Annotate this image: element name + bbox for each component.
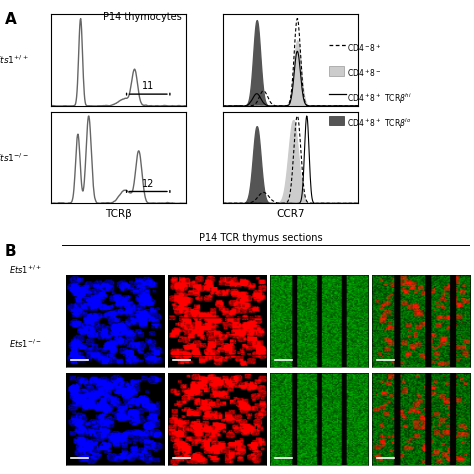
Text: P14 thymocytes: P14 thymocytes (103, 12, 182, 22)
Y-axis label: $Ets1^{-/-}$: $Ets1^{-/-}$ (0, 151, 29, 164)
Text: P14 TCR thymus sections: P14 TCR thymus sections (199, 233, 322, 243)
Text: B: B (5, 244, 17, 259)
X-axis label: TCRβ: TCRβ (105, 209, 132, 219)
X-axis label: CCR7: CCR7 (276, 209, 305, 219)
Y-axis label: $Ets1^{+/+}$: $Ets1^{+/+}$ (0, 54, 29, 66)
Text: CD4$^-$8$^+$: CD4$^-$8$^+$ (347, 43, 383, 55)
Text: 12: 12 (142, 179, 155, 189)
Text: $Ets1^{+/+}$: $Ets1^{+/+}$ (9, 264, 42, 276)
Text: CD4$^+$8$^+$ TCR$\beta^{hi}$: CD4$^+$8$^+$ TCR$\beta^{hi}$ (347, 92, 412, 106)
Text: $Ets1^{-/-}$: $Ets1^{-/-}$ (9, 337, 42, 350)
Text: A: A (5, 12, 17, 27)
Text: CD4$^+$8$^-$: CD4$^+$8$^-$ (347, 67, 383, 79)
Text: 11: 11 (142, 82, 155, 91)
Text: CD4$^+$8$^+$ TCR$\beta^{lo}$: CD4$^+$8$^+$ TCR$\beta^{lo}$ (347, 117, 412, 131)
